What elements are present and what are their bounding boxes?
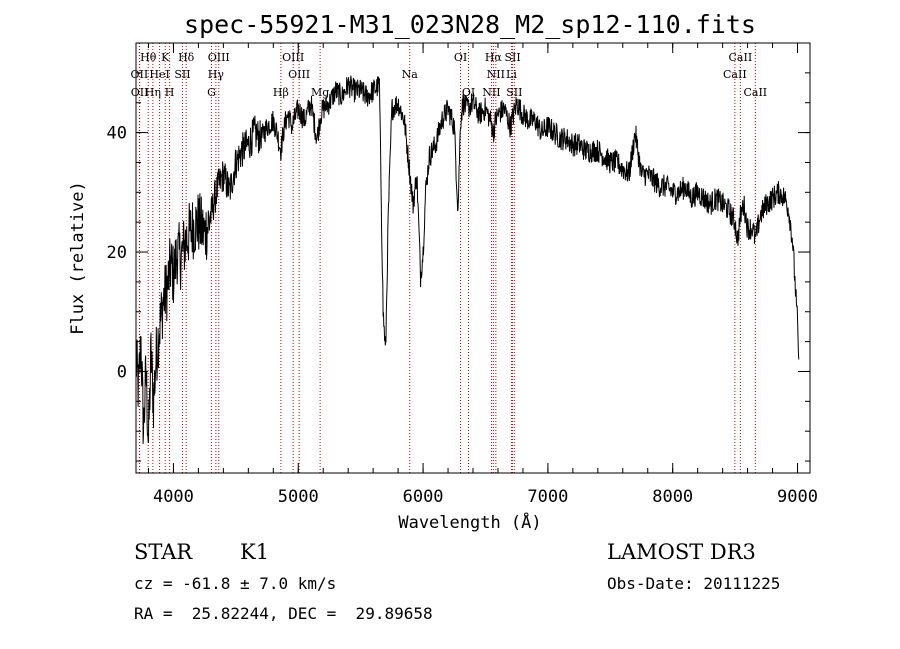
line-label: OIII: [208, 51, 230, 64]
y-axis-label: Flux (relative): [68, 181, 88, 335]
line-label: HeI: [149, 68, 169, 81]
line-label: CaII: [729, 51, 753, 64]
line-label: G: [207, 86, 216, 99]
y-tick-label: 40: [107, 124, 127, 144]
line-label: Hδ: [178, 51, 195, 64]
line-label: K: [161, 51, 170, 64]
line-label: Na: [402, 68, 419, 81]
x-tick-label: 9000: [777, 487, 818, 507]
sky-coordinates: RA = 25.82244, DEC = 29.89658: [134, 604, 433, 623]
line-label: OIII: [288, 68, 310, 81]
line-label: Hα: [485, 51, 503, 64]
x-tick-label: 4000: [153, 487, 194, 507]
line-label: Hη: [145, 86, 161, 99]
line-label: SII: [504, 51, 520, 64]
x-tick-label: 6000: [403, 487, 444, 507]
line-label: Hθ: [140, 51, 157, 64]
line-label: CaII: [723, 68, 747, 81]
line-label: H: [165, 86, 175, 99]
y-tick-label: 0: [117, 362, 127, 382]
line-label: OII: [131, 86, 149, 99]
line-label: SII: [174, 68, 190, 81]
chart-title: spec-55921-M31_023N28_M2_sp12-110.fits: [184, 10, 756, 39]
plot-frame: [135, 42, 811, 474]
x-tick-label: 8000: [652, 487, 693, 507]
spectrum-series: [135, 75, 800, 444]
x-tick-label: 7000: [527, 487, 568, 507]
redshift-value: cz = -61.8 ± 7.0 km/s: [134, 574, 337, 593]
axis-ticks: [136, 42, 810, 473]
line-label: CaII: [743, 86, 767, 99]
line-label: SII: [506, 86, 522, 99]
y-tick-label: 20: [107, 243, 127, 263]
spectrum-line: [135, 75, 800, 444]
survey-name: LAMOST DR3: [607, 540, 756, 564]
line-label: OII: [131, 68, 149, 81]
x-tick-labels: 4000 5000 6000 7000 8000 9000: [153, 487, 818, 507]
x-axis-label: Wavelength (Å): [398, 511, 541, 533]
line-label: Hγ: [208, 68, 225, 81]
object-subclass: K1: [240, 540, 270, 564]
line-label: OI: [454, 51, 467, 64]
line-label: Mg: [311, 86, 329, 99]
y-tick-labels: 0 20 40: [107, 124, 127, 383]
object-class: STAR: [134, 540, 193, 564]
line-label: OIII: [282, 51, 304, 64]
line-label: NII: [482, 86, 500, 99]
x-tick-label: 5000: [278, 487, 319, 507]
line-label: NII: [487, 68, 505, 81]
line-label: Li: [506, 68, 517, 81]
line-label: Hβ: [273, 86, 289, 99]
observation-date: Obs-Date: 20111225: [607, 574, 781, 593]
